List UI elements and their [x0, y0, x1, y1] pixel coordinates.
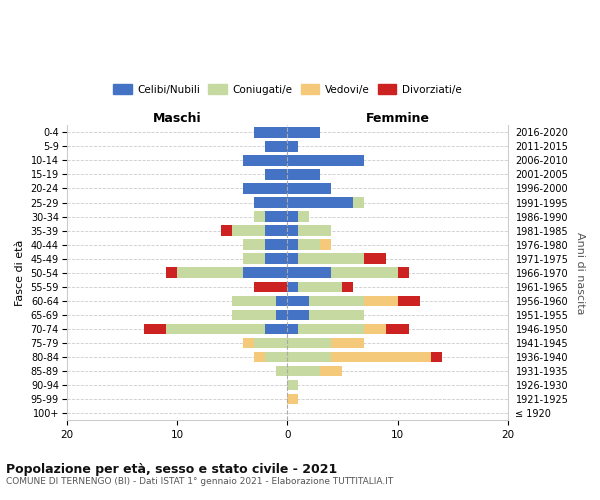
- Text: COMUNE DI TERNENGO (BI) - Dati ISTAT 1° gennaio 2021 - Elaborazione TUTTITALIA.I: COMUNE DI TERNENGO (BI) - Dati ISTAT 1° …: [6, 478, 393, 486]
- Bar: [309, 310, 364, 320]
- Bar: [398, 296, 419, 306]
- Bar: [265, 212, 287, 222]
- Bar: [265, 141, 287, 152]
- Bar: [287, 127, 320, 138]
- Bar: [232, 310, 276, 320]
- Bar: [177, 268, 243, 278]
- Bar: [276, 310, 287, 320]
- Bar: [287, 352, 331, 362]
- Legend: Celibi/Nubili, Coniugati/e, Vedovi/e, Divorziati/e: Celibi/Nubili, Coniugati/e, Vedovi/e, Di…: [109, 80, 466, 99]
- Bar: [265, 169, 287, 179]
- Bar: [309, 296, 364, 306]
- Bar: [320, 240, 331, 250]
- Bar: [243, 268, 287, 278]
- Bar: [298, 226, 331, 236]
- Bar: [287, 268, 331, 278]
- Bar: [343, 282, 353, 292]
- Bar: [276, 366, 287, 376]
- Bar: [287, 141, 298, 152]
- Bar: [265, 254, 287, 264]
- Bar: [144, 324, 166, 334]
- Bar: [298, 282, 343, 292]
- Bar: [232, 226, 265, 236]
- Bar: [287, 197, 353, 208]
- Bar: [254, 352, 265, 362]
- Bar: [364, 324, 386, 334]
- Bar: [331, 352, 431, 362]
- Bar: [431, 352, 442, 362]
- Bar: [276, 296, 287, 306]
- Bar: [254, 212, 265, 222]
- Bar: [298, 324, 364, 334]
- Bar: [287, 338, 331, 348]
- Bar: [398, 268, 409, 278]
- Bar: [232, 296, 276, 306]
- Bar: [287, 310, 309, 320]
- Bar: [254, 197, 287, 208]
- Bar: [254, 127, 287, 138]
- Bar: [287, 169, 320, 179]
- Bar: [265, 352, 287, 362]
- Y-axis label: Fasce di età: Fasce di età: [15, 240, 25, 306]
- Bar: [298, 254, 364, 264]
- Bar: [298, 212, 309, 222]
- Bar: [254, 282, 287, 292]
- Bar: [243, 240, 265, 250]
- Bar: [287, 324, 298, 334]
- Bar: [243, 155, 287, 166]
- Bar: [287, 254, 298, 264]
- Bar: [166, 324, 265, 334]
- Bar: [287, 226, 298, 236]
- Bar: [287, 394, 298, 404]
- Bar: [287, 240, 298, 250]
- Bar: [221, 226, 232, 236]
- Bar: [243, 254, 265, 264]
- Bar: [265, 240, 287, 250]
- Bar: [364, 296, 398, 306]
- Bar: [166, 268, 177, 278]
- Bar: [243, 183, 287, 194]
- Bar: [364, 254, 386, 264]
- Text: Maschi: Maschi: [152, 112, 201, 125]
- Bar: [287, 380, 298, 390]
- Bar: [298, 240, 320, 250]
- Bar: [243, 338, 254, 348]
- Bar: [386, 324, 409, 334]
- Bar: [331, 338, 364, 348]
- Bar: [287, 282, 298, 292]
- Bar: [287, 212, 298, 222]
- Bar: [265, 324, 287, 334]
- Bar: [254, 338, 287, 348]
- Bar: [287, 155, 364, 166]
- Bar: [287, 183, 331, 194]
- Bar: [320, 366, 343, 376]
- Bar: [265, 226, 287, 236]
- Bar: [287, 366, 320, 376]
- Y-axis label: Anni di nascita: Anni di nascita: [575, 232, 585, 314]
- Bar: [287, 296, 309, 306]
- Bar: [331, 268, 398, 278]
- Text: Popolazione per età, sesso e stato civile - 2021: Popolazione per età, sesso e stato civil…: [6, 462, 337, 475]
- Bar: [353, 197, 364, 208]
- Text: Femmine: Femmine: [365, 112, 430, 125]
